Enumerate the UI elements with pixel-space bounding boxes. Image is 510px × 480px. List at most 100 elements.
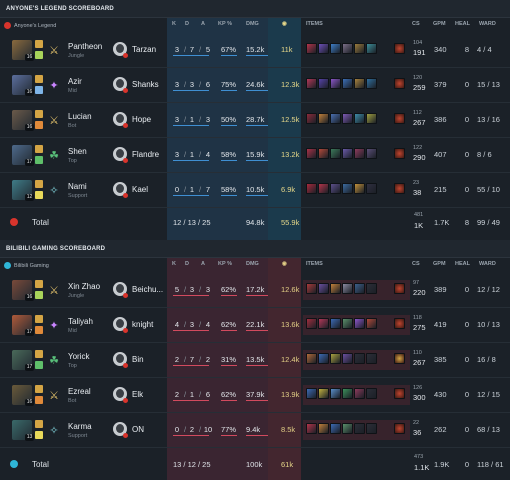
summoner-spell-icon[interactable] [35, 291, 43, 299]
player-avatar[interactable] [113, 77, 127, 91]
summoner-spell-icon[interactable] [35, 40, 43, 48]
summoner-spell-icon[interactable] [35, 75, 43, 83]
trinket-icon[interactable] [394, 148, 405, 159]
player-row[interactable]: 16 ✦ Azir Mid Shanks 3/3/6 75% 24.6k 12.3k 120 259… [0, 69, 510, 103]
header-assists[interactable]: A [201, 21, 205, 27]
summoner-spell-icon[interactable] [35, 385, 43, 393]
item-icon[interactable] [318, 183, 329, 194]
header-assists[interactable]: A [201, 261, 205, 267]
item-icon[interactable] [330, 113, 341, 124]
item-icon[interactable] [330, 148, 341, 159]
player-row[interactable]: 16 ⚔ Lucian Bot Hope 3/1/3 50% 28.7k 12.5k 112 267… [0, 104, 510, 138]
summoner-spell-icon[interactable] [35, 51, 43, 59]
item-icon[interactable] [318, 388, 329, 399]
player-avatar[interactable] [113, 317, 127, 331]
player-name[interactable]: ON [132, 425, 144, 434]
item-icon[interactable] [318, 283, 329, 294]
summoner-spell-icon[interactable] [35, 110, 43, 118]
header-gold-icon[interactable]: ◉ [282, 261, 287, 267]
item-icon[interactable] [306, 183, 317, 194]
item-icon[interactable] [330, 423, 341, 434]
summoner-spell-icon[interactable] [35, 420, 43, 428]
player-name[interactable]: Elk [132, 390, 144, 399]
header-ward[interactable]: WARD [479, 261, 496, 267]
player-avatar[interactable] [113, 422, 127, 436]
item-icon[interactable] [342, 183, 353, 194]
item-icon[interactable] [354, 388, 365, 399]
summoner-spell-icon[interactable] [35, 280, 43, 288]
item-icon[interactable] [330, 318, 341, 329]
item-icon[interactable] [306, 113, 317, 124]
header-heal[interactable]: HEAL [455, 261, 470, 267]
summoner-spell-icon[interactable] [35, 86, 43, 94]
item-icon[interactable] [330, 283, 341, 294]
keystone-rune-icon[interactable]: ✧ [49, 184, 59, 197]
player-avatar[interactable] [113, 182, 127, 196]
keystone-rune-icon[interactable]: ☘ [49, 149, 59, 162]
item-icon[interactable] [354, 283, 365, 294]
item-icon[interactable] [342, 43, 353, 54]
item-icon[interactable] [306, 318, 317, 329]
trinket-icon[interactable] [394, 43, 405, 54]
header-kills[interactable]: K [172, 21, 176, 27]
item-icon[interactable] [306, 148, 317, 159]
item-icon[interactable] [366, 43, 377, 54]
player-row[interactable]: 13 ✧ Karma Support ON 0/2/10 77% 9.4k 8.5k 22 36 26… [0, 414, 510, 448]
player-row[interactable]: 12 ✧ Nami Support Kael 0/1/7 58% 10.5k 6.9k 23 38 2… [0, 174, 510, 208]
player-row[interactable]: 16 ⚔ Pantheon Jungle Tarzan 3/7/5 67% 15.2k 11k 1… [0, 34, 510, 68]
header-kp[interactable]: KP % [218, 261, 232, 267]
item-icon[interactable] [330, 353, 341, 364]
summoner-spell-icon[interactable] [35, 326, 43, 334]
item-icon[interactable] [342, 353, 353, 364]
trinket-icon[interactable] [394, 388, 405, 399]
player-avatar[interactable] [113, 387, 127, 401]
item-icon[interactable] [354, 43, 365, 54]
header-ward[interactable]: WARD [479, 21, 496, 27]
player-name[interactable]: knight [132, 320, 154, 329]
summoner-spell-icon[interactable] [35, 191, 43, 199]
summoner-spell-icon[interactable] [35, 121, 43, 129]
item-icon[interactable] [306, 353, 317, 364]
player-row[interactable]: 16 ⚔ Ezreal Bot Elk 2/1/6 62% 37.9k 13.9k 126 300 4… [0, 379, 510, 413]
item-icon[interactable] [318, 78, 329, 89]
keystone-rune-icon[interactable]: ✦ [49, 79, 59, 92]
item-icon[interactable] [366, 113, 377, 124]
item-icon[interactable] [354, 78, 365, 89]
header-kills[interactable]: K [172, 261, 176, 267]
item-icon[interactable] [330, 78, 341, 89]
player-name[interactable]: Tarzan [132, 45, 157, 54]
item-icon[interactable] [330, 183, 341, 194]
item-icon[interactable] [342, 148, 353, 159]
header-heal[interactable]: HEAL [455, 21, 470, 27]
header-dmg[interactable]: DMG [246, 21, 259, 27]
trinket-icon[interactable] [394, 283, 405, 294]
header-cs[interactable]: CS [412, 21, 420, 27]
trinket-icon[interactable] [394, 318, 405, 329]
item-icon[interactable] [318, 43, 329, 54]
item-icon[interactable] [354, 423, 365, 434]
item-icon[interactable] [306, 423, 317, 434]
trinket-icon[interactable] [394, 423, 405, 434]
player-avatar[interactable] [113, 42, 127, 56]
item-icon[interactable] [354, 148, 365, 159]
summoner-spell-icon[interactable] [35, 145, 43, 153]
player-row[interactable]: 17 ☘ Yorick Top Bin 2/7/2 31% 13.5k 12.4k 110 267 3… [0, 344, 510, 378]
item-icon[interactable] [306, 283, 317, 294]
player-row[interactable]: 17 ✦ Taliyah Mid knight 4/3/4 62% 22.1k 13.6k 118… [0, 309, 510, 343]
item-icon[interactable] [342, 113, 353, 124]
player-name[interactable]: Kael [132, 185, 149, 194]
item-icon[interactable] [318, 318, 329, 329]
keystone-rune-icon[interactable]: ⚔ [49, 44, 59, 57]
item-icon[interactable] [366, 78, 377, 89]
header-deaths[interactable]: D [185, 261, 189, 267]
header-cs[interactable]: CS [412, 261, 420, 267]
header-dmg[interactable]: DMG [246, 261, 259, 267]
player-row[interactable]: 16 ⚔ Xin Zhao Jungle Beichu... 5/3/3 62% 17.2k 1… [0, 274, 510, 308]
keystone-rune-icon[interactable]: ⚔ [49, 389, 59, 402]
item-icon[interactable] [318, 353, 329, 364]
item-icon[interactable] [342, 78, 353, 89]
player-avatar[interactable] [113, 282, 127, 296]
player-name[interactable]: Hope [132, 115, 152, 124]
trinket-icon[interactable] [394, 353, 405, 364]
trinket-icon[interactable] [394, 183, 405, 194]
